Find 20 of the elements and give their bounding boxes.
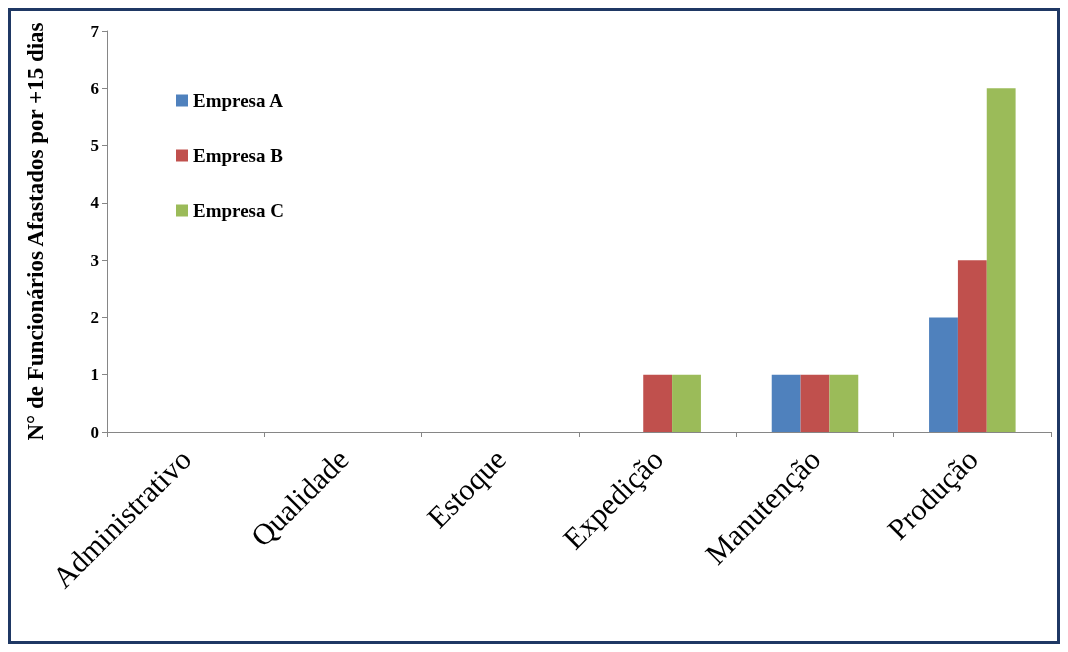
legend-label: Empresa A [193, 90, 284, 111]
bar [986, 88, 1016, 432]
y-tick-label: 1 [90, 365, 99, 385]
y-axis-title: N° de Funcionários Afastados por +15 dias [23, 22, 48, 441]
bar [929, 317, 958, 432]
bar [672, 374, 701, 432]
bar [957, 260, 987, 432]
bar [800, 374, 830, 432]
y-tick-label: 3 [90, 250, 99, 270]
legend-label: Empresa C [193, 200, 284, 221]
bar [829, 374, 859, 432]
y-tick-label: 4 [90, 193, 100, 213]
y-tick-label: 7 [90, 21, 100, 41]
legend-label: Empresa B [193, 145, 284, 166]
bar [771, 374, 801, 432]
y-tick-label: 2 [90, 307, 99, 327]
bar [643, 374, 673, 432]
y-tick-label: 5 [90, 136, 99, 156]
y-tick-label: 6 [90, 78, 99, 98]
y-tick-label: 0 [90, 422, 99, 442]
